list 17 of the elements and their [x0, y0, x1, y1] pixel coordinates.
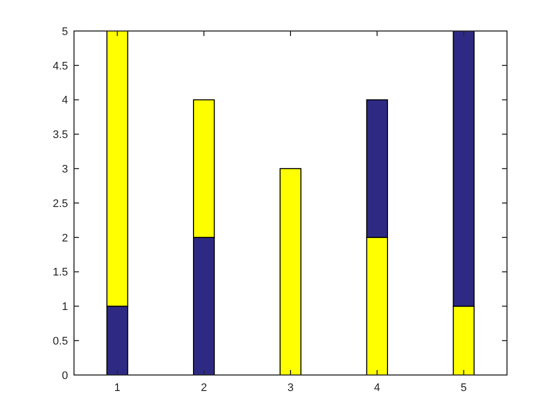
x-tick-label: 3: [287, 382, 294, 394]
y-tick-label: 3.5: [52, 129, 68, 142]
x-tick-label: 1: [114, 382, 120, 394]
y-tick-label: 2.5: [52, 198, 68, 210]
y-tick-label: 2: [62, 232, 68, 244]
y-tick-label: 0: [62, 370, 68, 382]
bar: [280, 168, 302, 376]
y-tick-label: 1.5: [52, 266, 68, 279]
y-tick-label: 0.5: [52, 335, 68, 348]
y-tick-label: 5: [62, 26, 68, 38]
y-tick-label: 4.5: [52, 60, 68, 72]
y-tick-label: 4: [62, 94, 68, 107]
x-tick-label: 5: [460, 382, 467, 394]
y-tick-label: 1: [62, 301, 68, 314]
x-tick-label: 2: [200, 382, 207, 394]
x-tick-label: 4: [374, 382, 380, 394]
y-tick-label: 3: [62, 163, 68, 176]
